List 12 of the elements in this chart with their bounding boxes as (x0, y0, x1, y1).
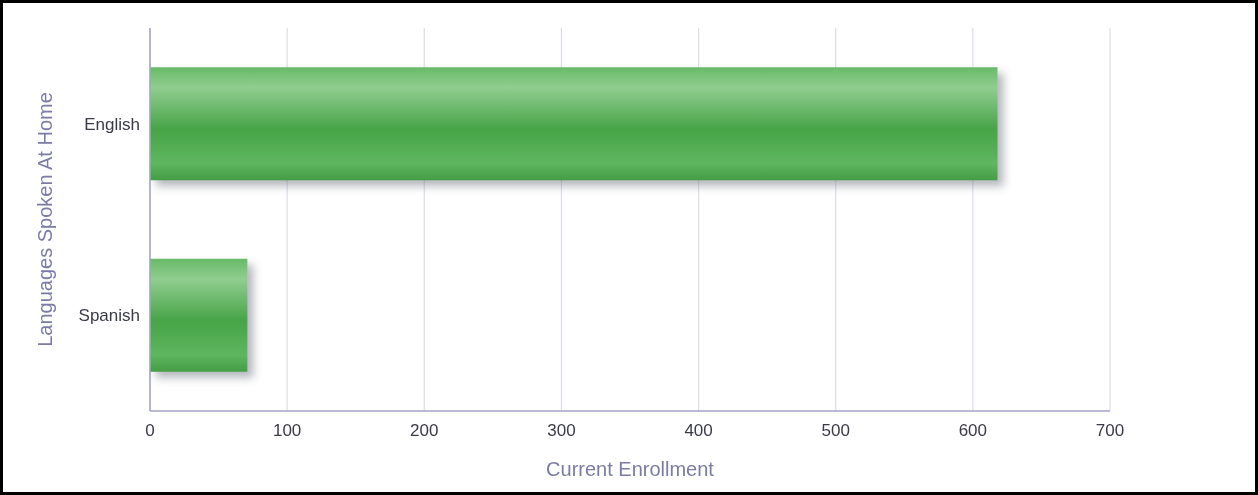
y-axis-title: Languages Spoken At Home (34, 92, 56, 347)
x-tick-label: 100 (272, 421, 302, 441)
x-tick-label: 600 (958, 421, 988, 441)
x-tick-label: 700 (1095, 421, 1125, 441)
x-tick-label: 400 (684, 421, 713, 441)
x-tick-label: 0 (145, 421, 155, 441)
x-tick-label: 200 (410, 421, 439, 441)
x-tick-label: 500 (821, 421, 850, 441)
x-tick-label: 300 (547, 421, 576, 441)
y-tick-label: English (84, 114, 140, 134)
y-tick-label: Spanish (78, 306, 140, 326)
x-axis-title: Current Enrollment (546, 458, 715, 480)
